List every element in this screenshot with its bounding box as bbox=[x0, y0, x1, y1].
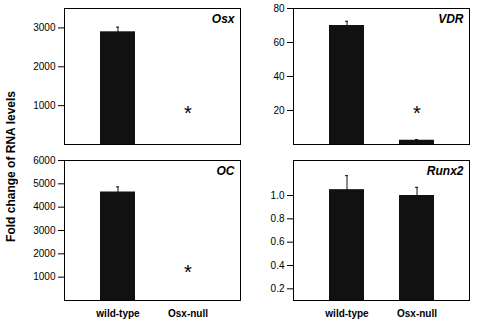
svg-text:6000: 6000 bbox=[33, 155, 56, 166]
svg-text:60: 60 bbox=[273, 37, 285, 48]
svg-text:wild-type: wild-type bbox=[324, 308, 369, 319]
svg-text:1.0: 1.0 bbox=[271, 190, 285, 201]
svg-text:0.2: 0.2 bbox=[271, 283, 285, 294]
svg-text:4000: 4000 bbox=[33, 201, 56, 212]
svg-text:Osx-null: Osx-null bbox=[397, 308, 437, 319]
svg-text:OC: OC bbox=[217, 164, 235, 178]
svg-text:3000: 3000 bbox=[33, 22, 56, 33]
svg-text:Osx-null: Osx-null bbox=[168, 308, 208, 319]
svg-text:0.8: 0.8 bbox=[271, 213, 285, 224]
svg-text:*: * bbox=[413, 102, 421, 124]
svg-text:20: 20 bbox=[273, 105, 285, 116]
svg-text:5000: 5000 bbox=[33, 178, 56, 189]
svg-text:80: 80 bbox=[273, 3, 285, 14]
svg-text:2000: 2000 bbox=[33, 248, 56, 259]
svg-text:40: 40 bbox=[273, 71, 285, 82]
svg-text:3000: 3000 bbox=[33, 225, 56, 236]
html-text:Fold change of RNA levels: Fold change of RNA levels bbox=[4, 91, 18, 242]
svg-text:2000: 2000 bbox=[33, 61, 56, 72]
svg-text:0.6: 0.6 bbox=[271, 236, 285, 247]
svg-text:0.4: 0.4 bbox=[271, 260, 285, 271]
svg-text:*: * bbox=[184, 261, 192, 283]
svg-text:1000: 1000 bbox=[33, 100, 56, 111]
svg-text:1000: 1000 bbox=[33, 271, 56, 282]
svg-text:wild-type: wild-type bbox=[95, 308, 140, 319]
svg-text:Runx2: Runx2 bbox=[427, 164, 464, 178]
svg-text:VDR: VDR bbox=[438, 12, 464, 26]
svg-text:Osx: Osx bbox=[212, 12, 236, 26]
svg-text:*: * bbox=[184, 102, 192, 124]
